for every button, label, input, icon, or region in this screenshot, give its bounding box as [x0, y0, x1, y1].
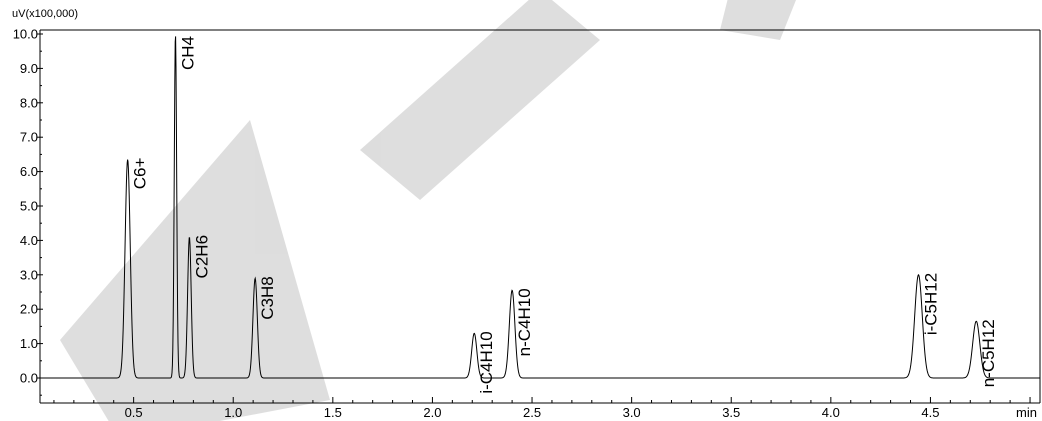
chromatogram-trace	[40, 36, 1040, 379]
x-tick-label: 1.5	[324, 405, 342, 420]
x-tick-label: 4.5	[921, 405, 939, 420]
peak-label: C6+	[131, 158, 150, 190]
y-tick-label: 6.0	[20, 164, 38, 179]
peak-label: C2H6	[192, 235, 211, 278]
watermark-shape	[360, 0, 600, 200]
axes	[39, 29, 1041, 404]
y-tick-label: 2.0	[20, 302, 38, 317]
peak-label: n-C5H12	[979, 319, 998, 387]
peak-labels: C6+ CH4 C2H6 C3H8 i-C4H10 n-C4H10 i-C5H12 n-C5H…	[131, 36, 999, 394]
peak-label: i-C5H12	[921, 273, 940, 335]
x-tick-label: 2.5	[523, 405, 541, 420]
x-tick-label: 3.0	[623, 405, 641, 420]
x-unit-label: min	[1016, 405, 1037, 420]
peak-label: C3H8	[258, 276, 277, 319]
y-unit-label: uV(x100,000)	[12, 8, 78, 20]
peak-label: n-C4H10	[515, 288, 534, 356]
y-tick-label: 0.0	[20, 371, 38, 386]
y-tick-label: 7.0	[20, 130, 38, 145]
x-tick-label: 0.5	[125, 405, 143, 420]
x-tick-label: 3.5	[722, 405, 740, 420]
y-tick-label: 1.0	[20, 336, 38, 351]
x-tick-label: 4.0	[822, 405, 840, 420]
x-tick-label: 1.0	[224, 405, 242, 420]
peak-label: i-C4H10	[477, 331, 496, 393]
y-tick-label: 9.0	[20, 61, 38, 76]
tick-marks	[37, 33, 1031, 403]
watermark-shape	[60, 120, 330, 421]
peak-label: CH4	[178, 36, 197, 70]
y-tick-label: 10.0	[13, 27, 38, 42]
watermark-shape	[720, 0, 796, 40]
watermark	[60, 0, 796, 421]
y-tick-label: 8.0	[20, 95, 38, 110]
x-tick-label: 2.0	[423, 405, 441, 420]
tick-labels: 0.0 1.0 2.0 3.0 4.0 5.0 6.0 7.0 8.0 9.0 10.0 0.5 1.0…	[13, 27, 940, 421]
y-tick-label: 4.0	[20, 233, 38, 248]
y-tick-label: 3.0	[20, 267, 38, 282]
y-tick-label: 5.0	[20, 199, 38, 214]
